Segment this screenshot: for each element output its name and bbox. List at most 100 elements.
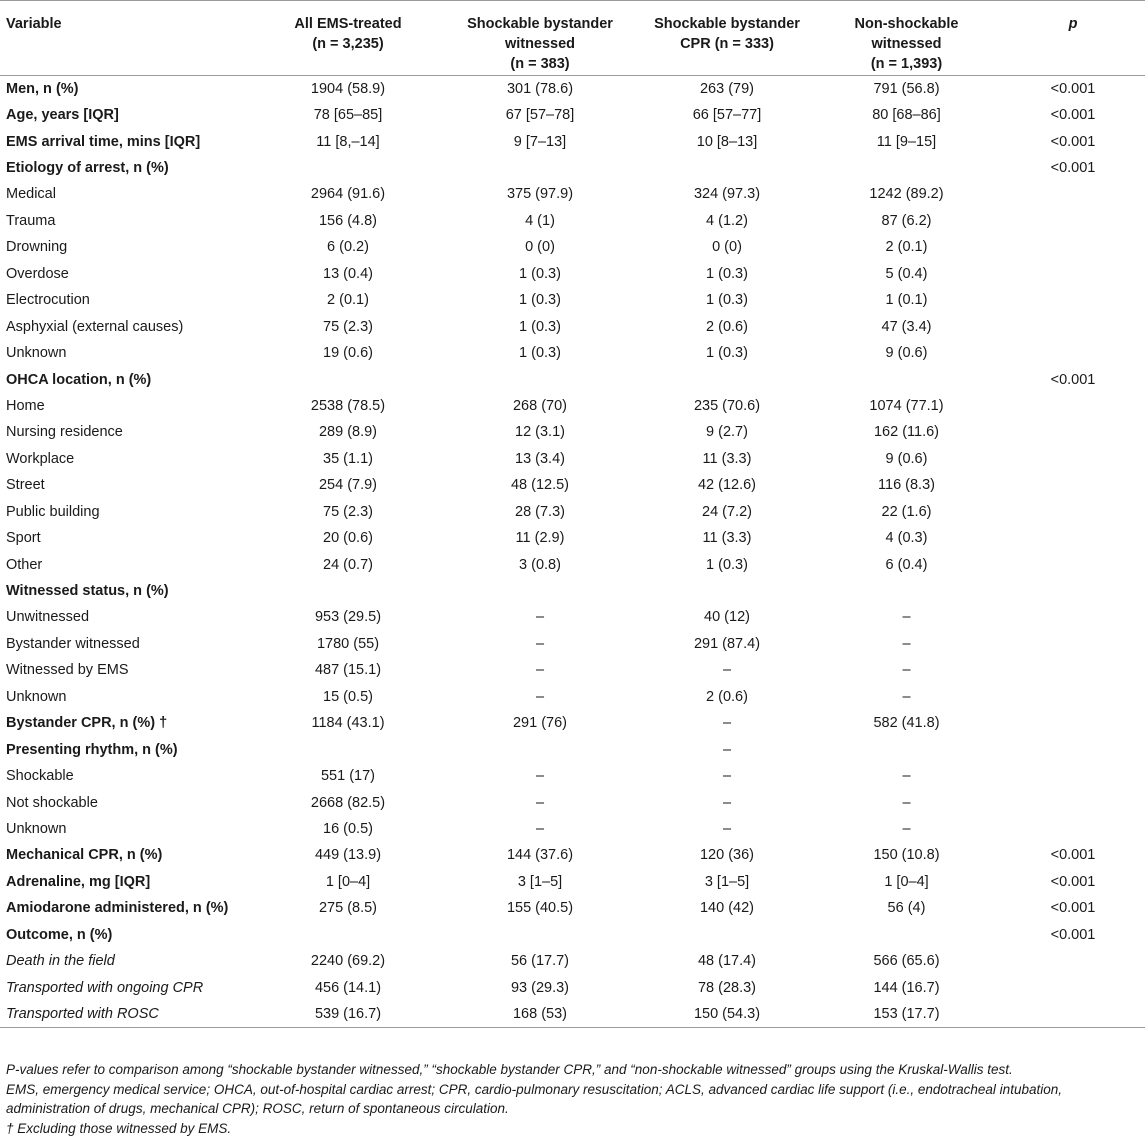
header-row: Variable All EMS-treated (n = 3,235) Sho… bbox=[0, 0, 1145, 76]
cell-value: 5 (0.4) bbox=[885, 265, 928, 282]
row-label: OHCA location, n (%) bbox=[6, 371, 152, 388]
header-line: p bbox=[1068, 16, 1078, 32]
cell-value bbox=[1001, 657, 1145, 683]
cell-value: 291 (87.4) bbox=[693, 635, 761, 652]
cell-value: <0.001 bbox=[1050, 873, 1096, 890]
header-line: Shockable bystander bbox=[654, 16, 800, 32]
row-label: Shockable bbox=[6, 768, 74, 785]
cell-value: 78 [65–85] bbox=[313, 107, 383, 124]
table-row: Witnessed by EMS 487 (15.1) – – – bbox=[0, 657, 1145, 683]
cell-value: 1 (0.3) bbox=[519, 318, 561, 335]
cell-value: 2668 (82.5) bbox=[310, 794, 386, 811]
cell-value bbox=[258, 922, 438, 948]
cell-value: 301 (78.6) bbox=[506, 80, 574, 97]
table-row: Death in the field 2240 (69.2) 56 (17.7) 48… bbox=[0, 948, 1145, 974]
cell-value: – bbox=[722, 715, 732, 732]
row-label: Other bbox=[6, 556, 43, 573]
cell-value: 1 [0–4] bbox=[884, 873, 929, 890]
cell-value bbox=[1001, 313, 1145, 339]
table-row: Witnessed status, n (%) bbox=[0, 578, 1145, 604]
cell-value: 20 (0.6) bbox=[323, 530, 373, 547]
cell-value: 16 (0.5) bbox=[323, 820, 373, 837]
row-label: Outcome, n (%) bbox=[6, 926, 113, 943]
cell-value: 449 (13.9) bbox=[314, 847, 382, 864]
cell-value: – bbox=[535, 768, 545, 785]
row-label: Unknown bbox=[6, 688, 67, 705]
cell-value: 155 (40.5) bbox=[506, 900, 574, 917]
cell-value bbox=[1001, 393, 1145, 419]
cell-value: 120 (36) bbox=[699, 847, 754, 864]
row-label: Death in the field bbox=[6, 953, 115, 970]
cell-value: 953 (29.5) bbox=[314, 609, 382, 626]
cell-value bbox=[1001, 789, 1145, 815]
row-label: Mechanical CPR, n (%) bbox=[6, 847, 163, 864]
row-label: Bystander witnessed bbox=[6, 635, 140, 652]
cell-value: 1 [0–4] bbox=[325, 873, 371, 890]
cell-value: 1904 (58.9) bbox=[310, 80, 386, 97]
cell-value: – bbox=[722, 662, 732, 679]
row-label: Overdose bbox=[6, 265, 69, 282]
table-row: Mechanical CPR, n (%) 449 (13.9) 144 (37.6… bbox=[0, 842, 1145, 868]
table-row: Public building 75 (2.3) 28 (7.3) 24 (7.2) 2… bbox=[0, 499, 1145, 525]
cell-value: 15 (0.5) bbox=[323, 688, 373, 705]
table-body: Men, n (%) 1904 (58.9) 301 (78.6) 263 (79) 7… bbox=[0, 76, 1145, 1028]
table-row: Unknown 15 (0.5) – 2 (0.6) – bbox=[0, 684, 1145, 710]
cell-value: – bbox=[902, 635, 911, 652]
cell-value bbox=[1001, 763, 1145, 789]
header-line: Shockable bystander bbox=[467, 16, 613, 32]
cell-value: 2 (0.6) bbox=[706, 688, 748, 705]
row-label: Bystander CPR, n (%) † bbox=[6, 715, 168, 732]
cell-value: 582 (41.8) bbox=[873, 715, 940, 732]
cell-value: 144 (37.6) bbox=[506, 847, 574, 864]
header-line: (n = 1,393) bbox=[870, 56, 943, 72]
cell-value bbox=[1001, 525, 1145, 551]
cell-value: 2 (0.6) bbox=[706, 318, 748, 335]
table-row: Nursing residence 289 (8.9) 12 (3.1) 9 (2.7… bbox=[0, 419, 1145, 445]
cell-value: 263 (79) bbox=[699, 80, 754, 97]
cell-value: 48 (17.4) bbox=[697, 953, 757, 970]
cell-value: 144 (16.7) bbox=[873, 979, 940, 996]
row-label: Age, years [IQR] bbox=[6, 107, 119, 124]
row-label: Home bbox=[6, 397, 45, 414]
table-row: Transported with ongoing CPR 456 (14.1) 93… bbox=[0, 974, 1145, 1000]
cell-value: 566 (65.6) bbox=[873, 953, 940, 970]
row-label: Presenting rhythm, n (%) bbox=[6, 741, 178, 758]
cell-value: – bbox=[535, 635, 545, 652]
cell-value: 1074 (77.1) bbox=[869, 397, 944, 414]
cell-value: 153 (17.7) bbox=[873, 1005, 940, 1022]
cell-value: 56 (17.7) bbox=[510, 953, 570, 970]
table-row: Bystander witnessed 1780 (55) – 291 (87.4) – bbox=[0, 631, 1145, 657]
cell-value: 1 (0.3) bbox=[706, 556, 748, 573]
cell-value bbox=[1001, 181, 1145, 207]
row-label: Electrocution bbox=[6, 292, 90, 309]
cell-value: 22 (1.6) bbox=[881, 503, 932, 520]
cell-value: 4 (1) bbox=[525, 212, 555, 229]
cell-value: 1242 (89.2) bbox=[869, 186, 944, 203]
cell-value bbox=[812, 578, 1001, 604]
cell-value bbox=[438, 366, 642, 392]
table-row: Outcome, n (%) <0.001 bbox=[0, 922, 1145, 948]
cell-value bbox=[1001, 287, 1145, 313]
header-non-shockable: Non-shockable witnessed (n = 1,393) bbox=[812, 1, 1001, 76]
cell-value bbox=[812, 366, 1001, 392]
cell-value: <0.001 bbox=[1050, 900, 1096, 917]
table-row: Medical 2964 (91.6) 375 (97.9) 324 (97.3) 12… bbox=[0, 181, 1145, 207]
data-table: Variable All EMS-treated (n = 3,235) Sho… bbox=[0, 0, 1145, 1028]
cell-value: 47 (3.4) bbox=[881, 318, 932, 335]
cell-value: 67 [57–78] bbox=[505, 107, 575, 124]
cell-value bbox=[1001, 499, 1145, 525]
cell-value: 2 (0.1) bbox=[885, 239, 928, 256]
cell-value: – bbox=[535, 794, 545, 811]
cell-value: 1 (0.1) bbox=[885, 292, 928, 309]
cell-value bbox=[1001, 710, 1145, 736]
cell-value bbox=[812, 736, 1001, 762]
cell-value: 0 (0) bbox=[525, 239, 555, 256]
cell-value: – bbox=[902, 768, 911, 785]
cell-value: 1 (0.3) bbox=[706, 345, 748, 362]
cell-value: 150 (10.8) bbox=[873, 847, 940, 864]
cell-value bbox=[1001, 340, 1145, 366]
cell-value: 9 [7–13] bbox=[513, 133, 567, 150]
footnote-line: P-values refer to comparison among “shoc… bbox=[6, 1062, 1013, 1077]
cell-value bbox=[812, 922, 1001, 948]
